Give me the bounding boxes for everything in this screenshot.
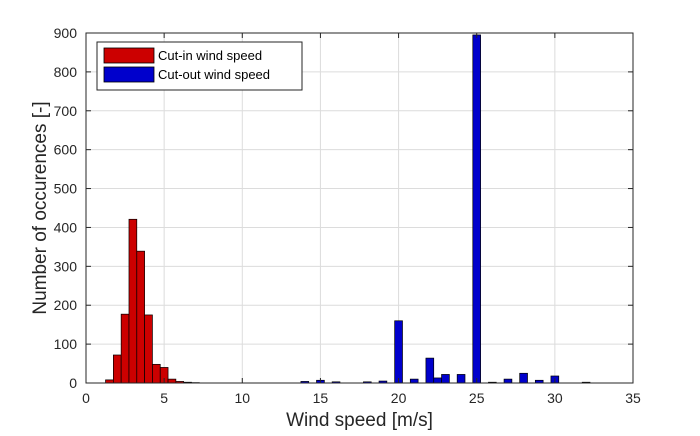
bar-cut-out: [519, 372, 528, 384]
x-tick-label: 15: [313, 390, 329, 406]
y-tick-label: 900: [54, 25, 78, 41]
legend: Cut-in wind speed Cut-out wind speed: [96, 41, 303, 91]
bar-cut-out: [456, 374, 466, 384]
bar-cut-out: [503, 378, 513, 384]
bar-cut-in: [112, 354, 122, 384]
bar-cut-out: [394, 320, 403, 384]
bar-cut-in: [128, 218, 138, 384]
axis-ticks: 0 5 10 15 20 25 30 35 0 100 200 300 400 500 600 700 800 9…: [54, 25, 641, 406]
x-tick-label: 20: [391, 390, 407, 406]
y-tick-label: 100: [54, 336, 78, 352]
legend-label-cut-out: Cut-out wind speed: [158, 67, 270, 82]
bar-cut-in: [136, 250, 145, 384]
x-tick-label: 25: [469, 390, 485, 406]
bar-cut-out: [472, 34, 481, 384]
legend-label-cut-in: Cut-in wind speed: [158, 48, 262, 63]
y-axis-label: Number of occurences [-]: [30, 101, 51, 314]
x-tick-label: 0: [82, 390, 90, 406]
bar-cut-out: [433, 377, 442, 384]
bar-cut-in: [144, 314, 153, 384]
x-tick-label: 35: [625, 390, 641, 406]
legend-swatch-cut-out: [103, 66, 155, 83]
y-tick-label: 500: [54, 181, 78, 197]
x-tick-label: 10: [234, 390, 250, 406]
y-tick-label: 800: [54, 64, 78, 80]
bar-cut-out: [409, 378, 419, 384]
bar-cut-in: [167, 378, 177, 384]
x-tick-label: 5: [160, 390, 168, 406]
bar-cut-in: [152, 363, 161, 384]
y-tick-label: 700: [54, 103, 78, 119]
plot-frame: [85, 32, 634, 384]
y-tick-label: 300: [54, 258, 78, 274]
legend-swatch-cut-in: [103, 47, 155, 64]
bar-cut-out: [425, 357, 435, 384]
y-tick-label: 200: [54, 297, 78, 313]
x-axis-label: Wind speed [m/s]: [286, 410, 433, 431]
y-tick-label: 600: [54, 142, 78, 158]
x-tick-label: 30: [547, 390, 563, 406]
bar-cut-in: [120, 313, 130, 384]
bar-cut-out: [441, 374, 450, 384]
y-tick-label: 0: [69, 375, 77, 391]
y-tick-label: 400: [54, 219, 78, 235]
